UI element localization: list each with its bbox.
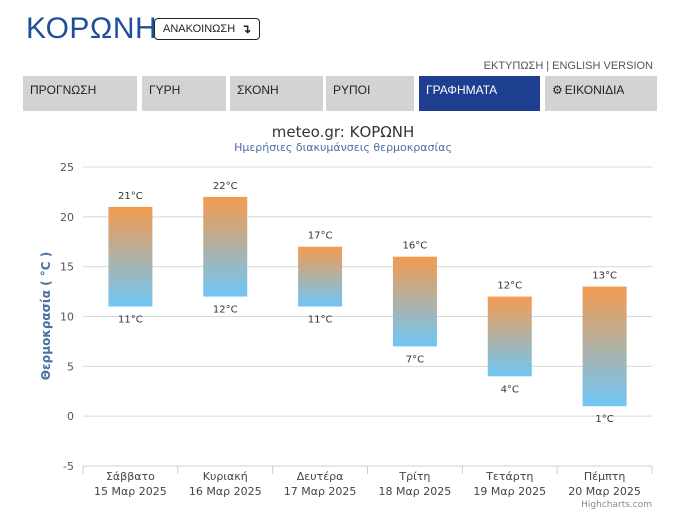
high-temp-label: 16°C bbox=[403, 241, 428, 252]
y-tick-label: 10 bbox=[60, 311, 74, 324]
announcement-label: ΑΝΑΚΟΙΝΩΣΗ bbox=[163, 23, 236, 35]
y-tick-label: -5 bbox=[63, 460, 74, 473]
x-tick-label-day: Δευτέρα bbox=[297, 470, 344, 483]
arrow-turn-down-icon: ↴ bbox=[241, 22, 252, 36]
temperature-range-bar[interactable] bbox=[487, 296, 532, 377]
chart-subtitle: Ημερήσιες διακυμάνσεις θερμοκρασίας bbox=[234, 141, 452, 154]
tab-pollen-label: ΓΥΡΗ bbox=[149, 83, 181, 97]
tab-pollen[interactable]: ΓΥΡΗ bbox=[142, 76, 226, 111]
low-temp-label: 7°C bbox=[406, 354, 424, 365]
x-tick-label-date: 16 Μαρ 2025 bbox=[189, 485, 262, 498]
y-tick-label: 25 bbox=[60, 161, 74, 174]
top-links: ΕΚΤΥΠΩΣΗ | ENGLISH VERSION bbox=[484, 60, 653, 72]
x-tick-label-day: Πέμπτη bbox=[584, 470, 625, 483]
temperature-range-bar[interactable] bbox=[582, 286, 627, 407]
tab-dust[interactable]: ΣΚΟΝΗ bbox=[230, 76, 323, 111]
low-temp-label: 1°C bbox=[595, 414, 613, 425]
x-tick-label-day: Τετάρτη bbox=[485, 470, 533, 483]
english-version-link[interactable]: ENGLISH VERSION bbox=[552, 60, 653, 72]
x-tick-label-day: Κυριακή bbox=[203, 470, 248, 483]
x-tick-label-date: 15 Μαρ 2025 bbox=[94, 485, 167, 498]
print-link[interactable]: ΕΚΤΥΠΩΣΗ bbox=[483, 60, 544, 72]
gear-icon: ⚙ bbox=[552, 83, 563, 97]
tab-bar: ΠΡΟΓΝΩΣΗ ΓΥΡΗ ΣΚΟΝΗ ΡΥΠΟΙ ΓΡΑΦΗΜΑΤΑ ⚙ ΕΙΚ… bbox=[23, 76, 657, 111]
x-tick-label-date: 18 Μαρ 2025 bbox=[379, 485, 452, 498]
tab-pollutants[interactable]: ΡΥΠΟΙ bbox=[326, 76, 414, 111]
high-temp-label: 22°C bbox=[213, 181, 238, 192]
high-temp-label: 21°C bbox=[118, 191, 143, 202]
tab-icons-label: ΕΙΚΟΝΙΔΙΑ bbox=[564, 83, 625, 97]
announcement-button[interactable]: ΑΝΑΚΟΙΝΩΣΗ ↴ bbox=[154, 18, 261, 40]
tab-forecast[interactable]: ΠΡΟΓΝΩΣΗ bbox=[23, 76, 137, 111]
low-temp-label: 4°C bbox=[501, 384, 519, 395]
low-temp-label: 11°C bbox=[308, 315, 333, 326]
tab-dust-label: ΣΚΟΝΗ bbox=[237, 83, 279, 97]
tab-pollutants-label: ΡΥΠΟΙ bbox=[333, 83, 371, 97]
low-temp-label: 11°C bbox=[118, 315, 143, 326]
high-temp-label: 12°C bbox=[497, 281, 522, 292]
x-tick-label-date: 19 Μαρ 2025 bbox=[473, 485, 546, 498]
x-tick-label-date: 20 Μαρ 2025 bbox=[568, 485, 641, 498]
x-tick-label-day: Σάββατο bbox=[106, 470, 155, 483]
y-tick-label: 0 bbox=[67, 410, 74, 423]
tab-charts[interactable]: ΓΡΑΦΗΜΑΤΑ bbox=[419, 76, 540, 111]
tab-icons[interactable]: ⚙ ΕΙΚΟΝΙΔΙΑ bbox=[545, 76, 657, 111]
high-temp-label: 17°C bbox=[308, 231, 333, 242]
tab-forecast-label: ΠΡΟΓΝΩΣΗ bbox=[30, 83, 97, 97]
y-axis-label: Θερμοκρασία ( °C ) bbox=[39, 252, 53, 380]
link-separator: | bbox=[546, 60, 550, 72]
high-temp-label: 13°C bbox=[592, 271, 617, 282]
temperature-range-bar[interactable] bbox=[392, 256, 437, 347]
y-tick-label: 5 bbox=[67, 360, 74, 373]
highcharts-credit[interactable]: Highcharts.com bbox=[581, 500, 652, 510]
tab-charts-label: ΓΡΑΦΗΜΑΤΑ bbox=[426, 83, 498, 97]
chart-title: meteo.gr: ΚΟΡΩΝΗ bbox=[272, 123, 415, 141]
y-tick-label: 20 bbox=[60, 211, 74, 224]
temperature-range-bar[interactable] bbox=[203, 196, 248, 297]
temperature-range-bar[interactable] bbox=[298, 246, 343, 307]
y-tick-label: 15 bbox=[60, 261, 74, 274]
low-temp-label: 12°C bbox=[213, 305, 238, 316]
temperature-range-bar[interactable] bbox=[108, 206, 153, 307]
page-title: ΚΟΡΩΝΗ bbox=[26, 12, 158, 45]
x-tick-label-day: Τρίτη bbox=[398, 470, 430, 483]
x-tick-label-date: 17 Μαρ 2025 bbox=[284, 485, 357, 498]
